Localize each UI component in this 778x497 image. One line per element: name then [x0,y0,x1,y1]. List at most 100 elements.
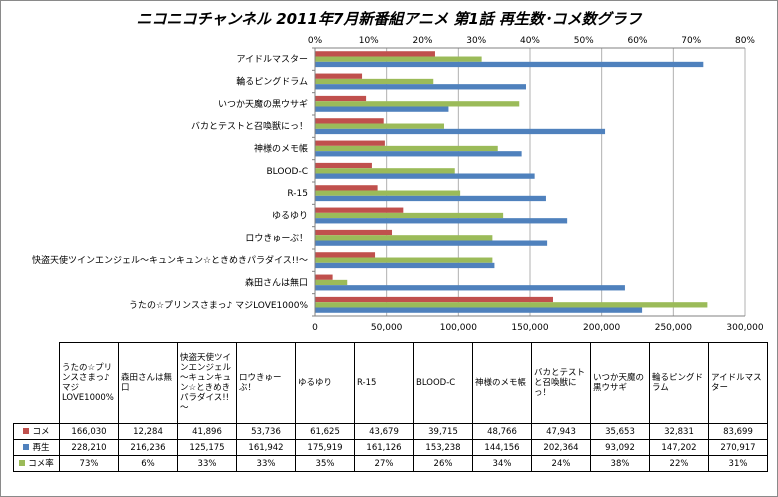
table-header-cell: 快盗天使ツインエンジェル～キュンキュン☆ときめきパラダイス!!～ [177,342,237,424]
top-tick-label: 0% [308,36,323,46]
top-tick-label: 50% [574,36,594,46]
table-cell: 48,766 [472,423,532,440]
bar-comment-rate [315,302,708,308]
bar-comments [315,162,372,169]
bar-views [315,195,546,202]
bar-comments [315,229,393,236]
table-row: 再生 228,210 216,236 125,175 161,942 175,919 161… [13,439,768,456]
table-cell: 161,126 [354,439,414,456]
table-cell: 26% [413,455,473,472]
table-cell: 43,679 [354,423,414,440]
bar-comment-rate [315,145,498,152]
table-row-label: 再生 [13,439,60,456]
top-tick-label: 30% [466,36,486,46]
bottom-tick-label: 100,000 [440,323,477,333]
table-cell: 33% [236,455,296,472]
bar-comments [315,296,553,303]
legend-label: コメ [32,426,50,437]
bar-comments [315,185,378,191]
bottom-tick-label: 250,000 [655,323,692,333]
table-cell: 93,092 [590,439,650,456]
table-cell: 34% [472,455,532,472]
bar-comment-rate [315,168,455,174]
bar-views [315,151,522,157]
table-header-cell: アイドルマスター [708,342,768,424]
table-cell: 153,238 [413,439,473,456]
top-tick-label: 20% [412,36,432,46]
bar-views [315,240,548,246]
bottom-tick-label: 0 [312,323,318,333]
chart-title: ニコニコチャンネル 2011年7月新番組アニメ 第1話 再生数･コメ数グラフ [136,10,642,28]
bar-comment-rate [315,212,504,219]
category-label: ロウきゅーぶ！ [245,233,308,244]
table-cell: 166,030 [59,423,119,440]
table-cell: 6% [118,455,178,472]
table-header-cell: バカとテストと召喚獣にっ！ [531,342,591,424]
bar-comments [315,73,363,79]
table-cell: 22% [649,455,709,472]
legend-swatch [23,428,30,434]
bar-views [315,173,535,179]
table-row-label: コメ [13,423,60,440]
category-label: バカとテストと召喚獣にっ！ [191,120,308,132]
table-cell: 12,284 [118,423,178,440]
table-cell: 270,917 [708,439,768,456]
table-cell: 83,699 [708,423,768,440]
bar-views [315,218,568,224]
bar-comment-rate [315,123,444,129]
table-header-cell: ゆるゆり [295,342,355,424]
bar-comments [315,274,333,280]
table-cell: 31% [708,455,768,472]
table-row-label: コメ率 [13,455,60,472]
table-row: コメ 166,030 12,284 41,896 53,736 61,625 43,679 3… [13,423,768,440]
table-cell: 47,943 [531,423,591,440]
table-cell: 38% [590,455,650,472]
legend-label: コメ率 [28,458,54,469]
category-label: ゆるゆり [272,211,308,222]
category-label: うたの☆プリンスさまっ♪ マジLOVE1000% [129,300,309,311]
category-label: いつか天魔の黒ウサギ [218,98,308,110]
bar-views [315,84,526,90]
table-row: コメ率 73% 6% 33% 33% 35% 27% 26% 34% 24% 38% 22% 31% [13,455,768,472]
table-cell: 161,942 [236,439,296,456]
table-cell: 73% [59,455,119,472]
table-cell: 175,919 [295,439,355,456]
category-label: BLOOD-C [267,167,309,177]
bottom-tick-label: 200,000 [583,323,620,333]
table-cell: 35% [295,455,355,472]
table-cell: 24% [531,455,591,472]
bar-comments [315,252,376,258]
table-header-cell: 森田さんは無口 [118,342,178,424]
bar-comments [315,51,435,57]
bar-views [315,262,495,269]
table-header-cell: いつか天魔の黒ウサギ [590,342,650,424]
table-header-cell: R-15 [354,342,414,424]
bar-comments [315,140,385,146]
bar-comments [315,95,367,102]
legend-label: 再生 [32,442,50,453]
table-header-cell: 輪るピングドラム [649,342,709,424]
bar-views [315,307,643,313]
data-table: うたの☆プリンスさまっ♪マジLOVE1000% 森田さんは無口 快盗天使ツインエンジ… [13,342,768,472]
bar-comment-rate [315,235,493,241]
bar-comments [315,118,384,124]
table-cell: 216,236 [118,439,178,456]
category-label: 森田さんは無口 [245,277,308,289]
legend-swatch [19,460,26,466]
table-cell: 61,625 [295,423,355,440]
bar-views [315,61,704,68]
bar-comment-rate [315,101,520,107]
table-cell: 33% [177,455,237,472]
bar-comments [315,207,404,213]
top-tick-label: 80% [735,36,755,46]
category-label: 輪るピングドラム [236,76,308,88]
bar-views [315,106,449,112]
category-label: 神様のメモ帳 [254,143,308,155]
top-tick-label: 10% [359,36,379,46]
table-cell: 202,364 [531,439,591,456]
bar-comment-rate [315,56,482,62]
legend-swatch [23,444,30,450]
top-tick-label: 70% [681,36,701,46]
category-label: R-15 [287,189,308,199]
table-header-cell: うたの☆プリンスさまっ♪マジLOVE1000% [59,342,119,424]
